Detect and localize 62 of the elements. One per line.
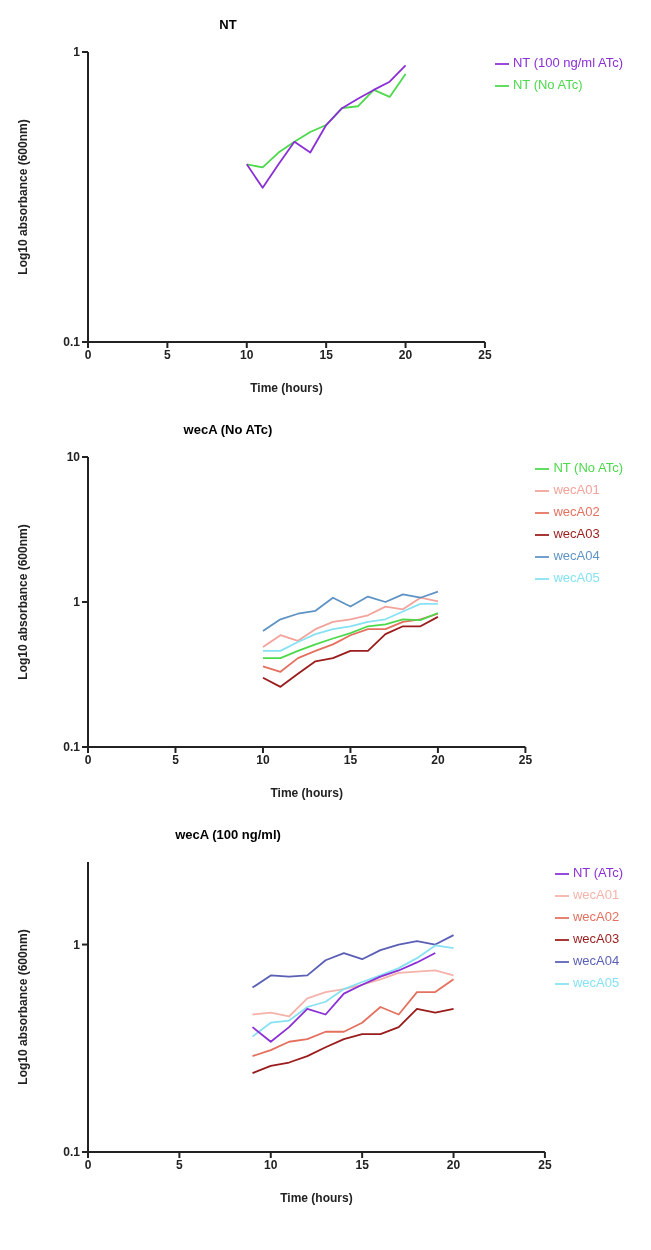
line-series [251, 944, 455, 1038]
chart-title: NT [219, 17, 237, 32]
line-series [262, 590, 439, 632]
y-tick-label: 0.1 [63, 740, 81, 755]
line-series [262, 603, 439, 652]
line-series [245, 73, 407, 169]
legend-label: NT (ATc) [572, 865, 623, 880]
line-series [251, 934, 455, 989]
legend-label: wecA04 [553, 548, 600, 563]
line-series [262, 596, 439, 648]
legend-label: wecA03 [572, 931, 620, 946]
legend-label: wecA05 [572, 975, 620, 990]
y-tick-label: 1 [73, 937, 81, 952]
legend-label: NT (No ATc) [553, 460, 623, 475]
chart-title: wecA (No ATc) [183, 422, 273, 437]
x-axis-title: Time (hours) [280, 1191, 353, 1205]
x-tick-label: 10 [240, 347, 254, 362]
line-series [251, 969, 455, 1018]
x-tick-label: 5 [164, 347, 172, 362]
x-tick-label: 0 [84, 347, 92, 362]
legend-label: NT (100 ng/ml ATc) [512, 55, 623, 70]
x-tick-label: 20 [431, 752, 445, 767]
x-tick-label: 0 [84, 752, 92, 767]
x-tick-label: 10 [264, 1157, 278, 1172]
y-tick-label: 1 [73, 595, 81, 610]
x-axis-title: Time (hours) [270, 786, 343, 800]
x-tick-label: 5 [176, 1157, 184, 1172]
line-series [262, 612, 439, 673]
y-axis-title: Log10 absorbance (600nm) [16, 929, 31, 1085]
x-tick-label: 25 [518, 752, 533, 767]
x-tick-label: 25 [538, 1157, 552, 1172]
x-axis-title: Time (hours) [250, 381, 323, 395]
x-tick-label: 5 [172, 752, 180, 767]
x-tick-label: 0 [84, 1157, 92, 1172]
x-tick-label: 20 [446, 1157, 461, 1172]
x-tick-label: 15 [343, 752, 358, 767]
y-tick-label: 0.1 [63, 335, 81, 350]
line-series [262, 612, 439, 660]
legend-label: wecA02 [553, 504, 600, 519]
chart-title: wecA (100 ng/ml) [175, 827, 281, 842]
legend-label: wecA02 [572, 909, 620, 924]
x-tick-label: 20 [398, 347, 413, 362]
y-tick-label: 0.1 [63, 1145, 81, 1160]
y-tick-label: 10 [66, 450, 81, 465]
line-series [245, 64, 407, 189]
legend-label: wecA04 [572, 953, 620, 968]
line-series [251, 1007, 455, 1075]
legend-label: NT (No ATc) [512, 77, 583, 92]
y-tick-label: 1 [73, 45, 81, 60]
legend-label: wecA03 [553, 526, 600, 541]
line-series [251, 978, 455, 1057]
x-tick-label: 25 [478, 347, 492, 362]
x-tick-label: 10 [256, 752, 270, 767]
line-series [262, 615, 439, 688]
legend-label: wecA05 [553, 570, 600, 585]
x-tick-label: 15 [319, 347, 334, 362]
y-axis-title: Log10 absorbance (600nm) [16, 119, 31, 275]
line-series [251, 952, 437, 1043]
legend-label: wecA01 [553, 482, 600, 497]
y-axis-title: Log10 absorbance (600nm) [16, 524, 31, 680]
legend-label: wecA01 [572, 887, 620, 902]
x-tick-label: 15 [355, 1157, 370, 1172]
